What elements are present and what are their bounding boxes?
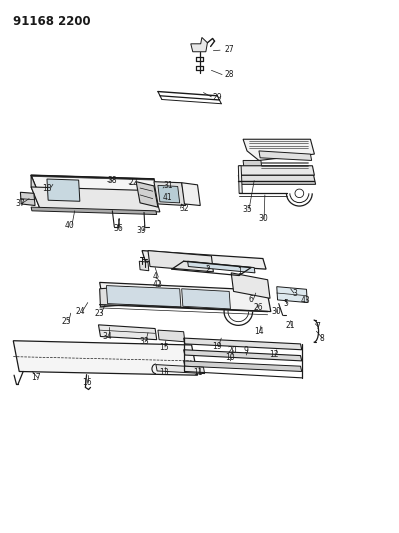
Polygon shape bbox=[31, 175, 40, 209]
Polygon shape bbox=[139, 261, 149, 271]
Polygon shape bbox=[100, 282, 271, 312]
Polygon shape bbox=[238, 175, 316, 184]
Text: 11: 11 bbox=[193, 368, 202, 377]
Polygon shape bbox=[148, 251, 213, 272]
Polygon shape bbox=[158, 185, 180, 203]
Polygon shape bbox=[191, 37, 207, 52]
Text: 1: 1 bbox=[237, 268, 241, 276]
Text: 14: 14 bbox=[254, 327, 264, 336]
Text: 41: 41 bbox=[163, 193, 173, 202]
Polygon shape bbox=[31, 187, 160, 212]
Text: 21: 21 bbox=[286, 321, 295, 330]
Text: 10: 10 bbox=[225, 353, 235, 362]
Polygon shape bbox=[47, 179, 80, 201]
Text: 32: 32 bbox=[180, 204, 189, 213]
Text: 40: 40 bbox=[65, 221, 75, 230]
Text: 9: 9 bbox=[244, 346, 249, 355]
Text: 2: 2 bbox=[205, 265, 210, 273]
Text: 4: 4 bbox=[153, 271, 158, 280]
Text: 20: 20 bbox=[227, 346, 237, 355]
Text: 38: 38 bbox=[107, 176, 117, 185]
Text: 91168 2200: 91168 2200 bbox=[13, 14, 91, 28]
Polygon shape bbox=[182, 289, 230, 309]
Text: 15: 15 bbox=[159, 343, 169, 352]
Text: 22: 22 bbox=[128, 178, 138, 187]
Text: 34: 34 bbox=[103, 332, 113, 341]
Text: 30: 30 bbox=[271, 307, 281, 316]
Text: 17: 17 bbox=[32, 373, 41, 382]
Polygon shape bbox=[107, 286, 181, 307]
Text: 28: 28 bbox=[225, 70, 234, 79]
Polygon shape bbox=[20, 192, 35, 206]
Text: 26: 26 bbox=[253, 303, 263, 312]
Polygon shape bbox=[154, 182, 186, 206]
Polygon shape bbox=[99, 325, 157, 340]
Polygon shape bbox=[243, 160, 262, 171]
Text: 37: 37 bbox=[16, 199, 25, 208]
Polygon shape bbox=[31, 175, 160, 200]
Text: 29: 29 bbox=[213, 93, 222, 102]
Polygon shape bbox=[238, 166, 242, 193]
Text: 13: 13 bbox=[159, 368, 169, 377]
Polygon shape bbox=[158, 330, 185, 342]
Polygon shape bbox=[136, 182, 158, 207]
Text: 7: 7 bbox=[315, 322, 320, 332]
Polygon shape bbox=[259, 151, 312, 160]
Polygon shape bbox=[277, 287, 307, 303]
Text: 25: 25 bbox=[62, 317, 71, 326]
Polygon shape bbox=[184, 361, 302, 372]
Text: 33: 33 bbox=[139, 337, 149, 346]
Polygon shape bbox=[184, 338, 302, 350]
Text: 42: 42 bbox=[153, 280, 163, 289]
Polygon shape bbox=[13, 341, 198, 375]
Text: 19: 19 bbox=[213, 342, 222, 351]
Text: 3: 3 bbox=[292, 288, 297, 297]
Polygon shape bbox=[243, 139, 314, 160]
Polygon shape bbox=[239, 166, 314, 175]
Text: 23: 23 bbox=[95, 309, 105, 318]
Polygon shape bbox=[100, 287, 129, 307]
Text: 36: 36 bbox=[113, 224, 123, 233]
Text: 39: 39 bbox=[136, 226, 146, 235]
Polygon shape bbox=[188, 261, 255, 273]
Text: 18: 18 bbox=[42, 183, 52, 192]
Polygon shape bbox=[142, 251, 266, 269]
Text: 16: 16 bbox=[82, 377, 91, 386]
Text: 12: 12 bbox=[269, 350, 279, 359]
Polygon shape bbox=[231, 273, 270, 298]
Polygon shape bbox=[184, 350, 302, 361]
Text: 6: 6 bbox=[249, 295, 253, 304]
Text: 30: 30 bbox=[258, 214, 268, 223]
Text: 27: 27 bbox=[224, 45, 234, 54]
Polygon shape bbox=[182, 183, 200, 206]
Text: 43: 43 bbox=[301, 296, 310, 305]
Text: 8: 8 bbox=[319, 334, 324, 343]
Text: 31: 31 bbox=[163, 181, 173, 190]
Text: 5: 5 bbox=[283, 299, 288, 308]
Text: 24: 24 bbox=[75, 307, 85, 316]
Polygon shape bbox=[156, 365, 205, 374]
Text: 35: 35 bbox=[242, 205, 252, 214]
Polygon shape bbox=[31, 207, 157, 215]
